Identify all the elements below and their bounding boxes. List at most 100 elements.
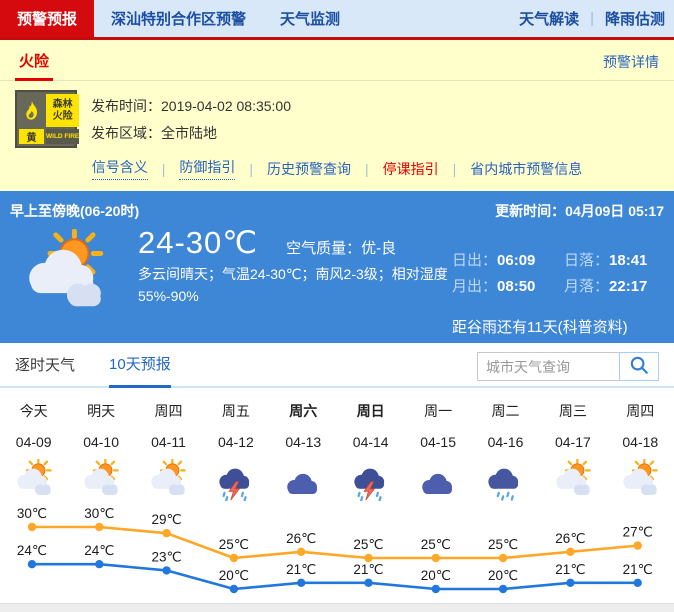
sun-moon-times: 日出：06:09 日落：18:41 月出：08:50 月落：22:17	[452, 249, 656, 296]
forecast-day-name: 明天	[87, 403, 116, 419]
thunderstorm-icon	[337, 457, 404, 503]
cloudy-icon	[270, 457, 337, 503]
nav-spacer	[357, 0, 510, 37]
forecast-date: 04-14	[352, 434, 389, 450]
forecast-date: 04-12	[217, 434, 254, 450]
temperature-range: 24-30℃	[138, 225, 259, 260]
publish-info: 发布时间：2019-04-02 08:35:00 发布区域：全市陆地	[91, 90, 291, 148]
svg-text:24℃: 24℃	[84, 543, 114, 558]
publish-area-row: 发布区域：全市陆地	[91, 120, 291, 147]
forecast-date: 04-13	[285, 434, 322, 450]
forecast-icons-row	[0, 457, 674, 503]
link-defense-guide[interactable]: 防御指引	[179, 157, 236, 180]
city-search-input[interactable]	[477, 352, 619, 381]
svg-text:25℃: 25℃	[488, 537, 518, 552]
forecast-day-name: 周六	[289, 403, 318, 419]
svg-text:21℃: 21℃	[623, 562, 653, 577]
partly-cloudy-icon	[135, 457, 202, 503]
top-nav: 预警预报 深汕特别合作区预警 天气监测 天气解读 | 降雨估测	[0, 0, 674, 40]
forecast-tab-bar: 逐时天气 10天预报	[0, 343, 674, 388]
cloudy-icon	[404, 457, 471, 503]
partly-cloudy-icon	[0, 457, 67, 503]
partly-cloudy-icon	[67, 457, 134, 503]
sun-moon-panel: 日出：06:09 日落：18:41 月出：08:50 月落：22:17 距谷雨还…	[452, 225, 664, 337]
temperature-chart: 30℃ 30℃ 29℃ 25℃ 26℃ 25℃ 25℃ 25℃ 26℃ 27℃ 24℃ 24℃ 23℃ 2…	[0, 503, 674, 603]
temp-row: 24-30℃ 空气质量：优-良	[138, 225, 452, 261]
update-time-label: 更新时间：04月09日 05:17	[495, 203, 664, 219]
forecast-day-name: 周三	[558, 403, 587, 419]
search-button[interactable]	[619, 352, 659, 381]
forecast-day-name: 周五	[221, 403, 250, 419]
science-material-link[interactable]: (科普资料)	[557, 319, 628, 336]
current-weather-main: 24-30℃ 空气质量：优-良 多云间晴天；气温24-30℃；南风2-3级；相对…	[0, 221, 674, 337]
svg-text:20℃: 20℃	[219, 568, 249, 583]
forecast-date: 04-16	[487, 434, 524, 450]
svg-text:23℃: 23℃	[152, 549, 182, 564]
forecast-period-label: 早上至傍晚(06-20时)	[10, 203, 140, 219]
bottom-bar	[0, 603, 674, 612]
forecast-day-name: 周四	[626, 403, 655, 419]
warning-category-tab-fire[interactable]: 火险	[15, 50, 54, 81]
moonrise-time: 月出：08:50	[452, 275, 544, 296]
forecast-date: 04-09	[15, 434, 52, 450]
nav-link-weather-interpretation[interactable]: 天气解读	[519, 11, 580, 28]
sunset-time: 日落：18:41	[564, 249, 656, 270]
svg-text:25℃: 25℃	[219, 537, 249, 552]
search-icon	[628, 354, 650, 379]
link-history-warning-query[interactable]: 历史预警查询	[267, 160, 351, 177]
warning-header-row: 火险 预警详情	[0, 40, 674, 81]
tab-10day-forecast[interactable]: 10天预报	[109, 353, 171, 388]
solar-term-countdown: 距谷雨还有11天	[452, 319, 558, 336]
warning-body: 森林 火险 黄 WILD FIRE 发布时间：2019-04-02 08:35:…	[0, 81, 674, 150]
publish-time-value: 2019-04-02 08:35:00	[161, 98, 291, 114]
link-province-city-warnings[interactable]: 省内城市预警信息	[470, 160, 583, 177]
solar-term-note: 距谷雨还有11天(科普资料)	[452, 316, 656, 337]
current-weather-text-block: 24-30℃ 空气质量：优-良 多云间晴天；气温24-30℃；南风2-3级；相对…	[138, 225, 452, 337]
forecast-date: 04-11	[151, 434, 186, 450]
warning-section: 火险 预警详情 森林 火险 黄 WILD FIRE 发布时间：2019-04-0…	[0, 40, 674, 191]
svg-text:21℃: 21℃	[555, 562, 585, 577]
link-class-suspension-guide[interactable]: 停课指引	[382, 160, 439, 177]
forecast-day-name: 周一	[424, 403, 453, 419]
nav-separator: |	[590, 10, 594, 27]
svg-text:24℃: 24℃	[17, 543, 47, 558]
svg-text:25℃: 25℃	[421, 537, 451, 552]
sunrise-time: 日出：06:09	[452, 249, 544, 270]
publish-time-row: 发布时间：2019-04-02 08:35:00	[91, 93, 291, 120]
moonrise-label: 月出：	[452, 278, 498, 295]
sunrise-label: 日出：	[452, 252, 498, 269]
badge-level-cn: 黄	[19, 129, 44, 144]
sunrise-value: 06:09	[497, 252, 536, 269]
badge-type-line1: 森林	[52, 99, 73, 110]
svg-text:20℃: 20℃	[488, 568, 518, 583]
svg-text:30℃: 30℃	[84, 506, 114, 521]
link-signal-meaning[interactable]: 信号含义	[91, 157, 148, 180]
forecast-date: 04-10	[83, 434, 119, 450]
sunset-label: 日落：	[564, 252, 610, 269]
nav-tab-shenshan-warning[interactable]: 深汕特别合作区预警	[111, 11, 247, 28]
tab-hourly-weather[interactable]: 逐时天气	[15, 357, 76, 374]
weather-description: 多云间晴天；气温24-30℃；南风2-3级；相对湿度55%-90%	[138, 266, 448, 304]
badge-level-en: WILD FIRE	[46, 129, 80, 144]
nav-tab-warning-forecast[interactable]: 预警预报	[0, 0, 95, 37]
partly-cloudy-icon	[539, 457, 606, 503]
svg-text:21℃: 21℃	[286, 562, 316, 577]
city-weather-search	[477, 352, 659, 381]
current-weather-section: 早上至傍晚(06-20时) 更新时间：04月09日 05:17 24-30℃ 空…	[0, 191, 674, 343]
svg-text:30℃: 30℃	[17, 506, 47, 521]
moonset-value: 22:17	[609, 278, 648, 295]
publish-area-value: 全市陆地	[161, 125, 217, 142]
link-separator: |	[365, 160, 369, 177]
publish-time-label: 发布时间：	[91, 98, 161, 114]
svg-text:26℃: 26℃	[286, 531, 316, 546]
svg-text:27℃: 27℃	[623, 525, 653, 540]
forecast-day-name: 周日	[356, 403, 385, 419]
nav-link-rainfall-estimate[interactable]: 降雨估测	[604, 11, 665, 28]
nav-tab-weather-monitor[interactable]: 天气监测	[280, 11, 341, 28]
svg-text:26℃: 26℃	[555, 531, 585, 546]
forecast-date: 04-17	[554, 434, 591, 450]
warning-details-link[interactable]: 预警详情	[603, 54, 659, 70]
current-weather-header: 早上至傍晚(06-20时) 更新时间：04月09日 05:17	[0, 200, 674, 221]
partly-cloudy-icon	[16, 228, 114, 313]
moonset-label: 月落：	[564, 278, 610, 295]
